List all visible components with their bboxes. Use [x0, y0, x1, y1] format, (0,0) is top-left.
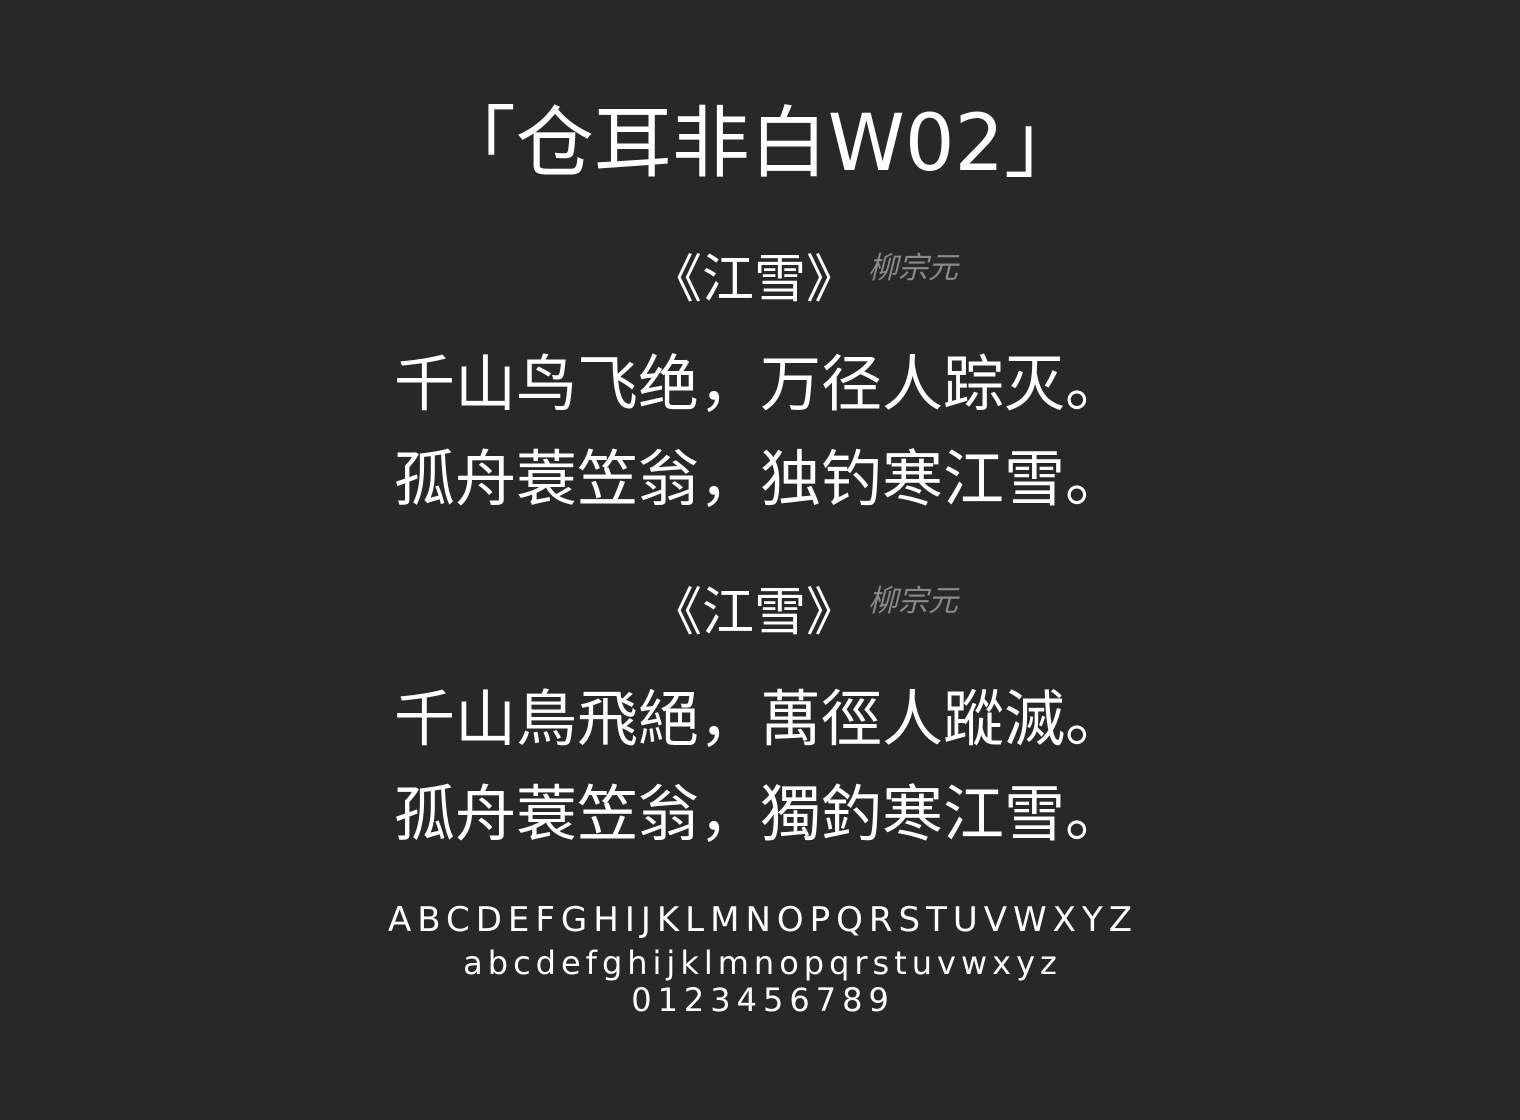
poem-line: 孤舟蓑笠翁，獨釣寒江雪。: [393, 779, 1126, 850]
poem-title: 《江雪》: [650, 250, 859, 310]
poem-heading-row-simplified: 《江雪》 柳宗元: [650, 250, 959, 310]
poem-author: 柳宗元: [868, 584, 959, 619]
font-title: 「仓耳非白W02」: [437, 99, 1083, 189]
poem-heading-row-traditional: 《江雪》 柳宗元: [650, 583, 959, 643]
poem-author: 柳宗元: [868, 251, 959, 286]
poem-line: 千山鳥飛絕，萬徑人蹤滅。: [393, 684, 1126, 755]
digits-row: 0123456789: [631, 981, 895, 1019]
poem-line: 千山鸟飞绝，万径人踪灭。: [393, 349, 1126, 420]
uppercase-alphabet: ABCDEFGHIJKLMNOPQRSTUVWXYZ: [387, 900, 1139, 940]
lowercase-alphabet: abcdefghijklmnopqrstuvwxyz: [463, 944, 1062, 982]
poem-title: 《江雪》: [650, 583, 859, 643]
poem-line: 孤舟蓑笠翁，独钓寒江雪。: [393, 444, 1126, 515]
